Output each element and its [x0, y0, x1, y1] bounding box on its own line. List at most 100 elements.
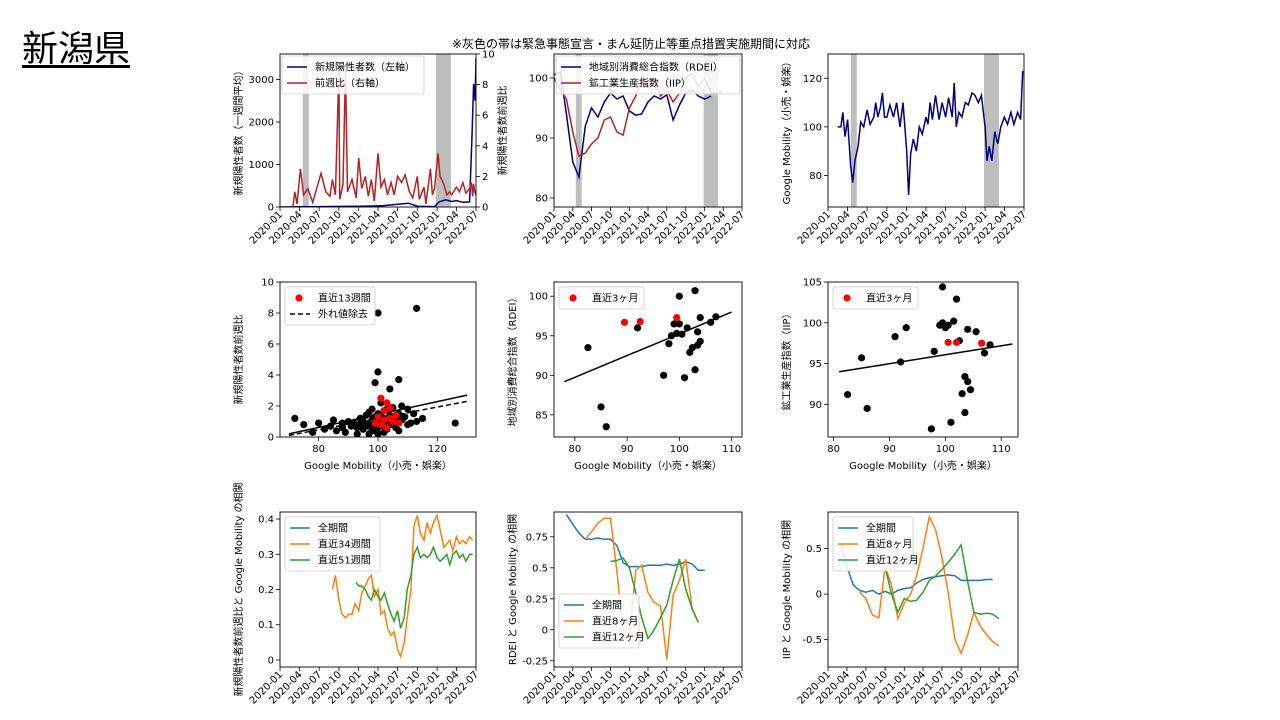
p4-series-0-point-56 [395, 427, 403, 435]
p6-ylabel: 鉱工業生産指数（IIP） [780, 309, 793, 411]
p5-ytick-label-1: 90 [535, 371, 548, 382]
p6-series-0-point-2 [863, 404, 871, 413]
p8-ytick-label-2: 0.25 [526, 594, 548, 605]
p5-series-0-point-5 [665, 340, 673, 348]
p1-ytick-right-label-4: 8 [482, 80, 488, 91]
p6-series-0-point-7 [930, 347, 938, 355]
p6-series-0-point-18 [961, 408, 969, 417]
p8-series-0-line [565, 514, 705, 572]
p8-legend-label-1: 直近8ヶ月 [592, 615, 638, 628]
p1-ytick-label-3: 3000 [249, 75, 274, 86]
p5-legend-box [558, 286, 645, 310]
p5-legend-label-0: 直近3ヶ月 [592, 292, 638, 305]
p5-xlabel: Google Mobility（小売・娯楽） [574, 459, 722, 472]
p8-ylabel: RDEI と Google Mobility の相関 [506, 514, 519, 665]
p4-series-0-point-6 [329, 416, 338, 424]
p4-series-1-point-3 [377, 394, 385, 402]
p6-series-1-point-1 [952, 338, 961, 346]
p5-series-0-point-18 [694, 328, 702, 336]
slide-title: 新潟県 [22, 29, 131, 70]
p5-series-0-point-9 [675, 292, 683, 300]
p4-legend-marker-0 [295, 294, 303, 302]
p6-series-1-point-2 [978, 339, 986, 347]
p1-ytick-label-2: 2000 [249, 118, 274, 129]
p1-ytick-right-label-3: 6 [482, 111, 488, 122]
p9-series-2-line [884, 542, 1000, 620]
p1-ylabel-right: 新規陽性者数前週比 [496, 86, 509, 176]
p4-series-1-point-7 [383, 424, 391, 432]
p3-shade-1 [984, 54, 999, 207]
p4-series-0-point-58 [398, 402, 406, 410]
p5-series-1-point-1 [636, 317, 644, 326]
p1-ytick-right-label-2: 4 [482, 141, 488, 152]
p4-series-1-point-5 [380, 416, 388, 424]
p2-legend-box [555, 55, 741, 95]
p6-xtick-label-0: 80 [827, 444, 840, 455]
p4-series-0-point-5 [326, 422, 335, 430]
p6-series-0-point-23 [972, 328, 980, 336]
p1-ytick-right-label-1: 2 [482, 172, 488, 183]
p7-ylabel: 新規陽性者数前週比と Google Mobility の相関 [232, 482, 245, 696]
p4-series-0-point-62 [407, 419, 415, 427]
p5-xtick-label-3: 110 [722, 444, 741, 455]
p9-ylabel: IIP と Google Mobility の相関 [780, 520, 793, 659]
p6-legend-label-0: 直近3ヶ月 [866, 292, 912, 305]
p6-ytick-label-3: 105 [803, 278, 822, 289]
p4-series-0-point-7 [332, 427, 341, 435]
p4-xtick-label-2: 120 [428, 444, 447, 455]
p4-legend-box [284, 286, 376, 326]
p9-ytick-label-1: 0 [816, 590, 822, 601]
p5-frame [553, 281, 743, 438]
p5-ytick-label-0: 85 [535, 410, 548, 421]
p9-ytick-label-0: -0.5 [802, 635, 822, 646]
p6-series-0-point-1 [857, 354, 866, 362]
p5-series-0-point-22 [707, 318, 715, 326]
p6-fit-line-0 [839, 343, 1013, 373]
p5-ytick-label-2: 95 [535, 331, 548, 342]
p6-series-0-point-5 [902, 324, 910, 332]
p8-ytick-label-4: 0.75 [526, 532, 548, 543]
p5-series-0-point-1 [597, 403, 605, 411]
p3-ytick-label-2: 120 [803, 74, 822, 85]
p6-legend-marker-0 [843, 294, 851, 302]
p4-ytick-label-5: 10 [261, 278, 274, 289]
p1-series-1-line [292, 69, 476, 207]
p6-series-0-point-22 [966, 386, 975, 394]
p8-legend-label-2: 直近12ヶ月 [592, 631, 645, 644]
p6-series-0-point-6 [927, 425, 935, 433]
p9-ytick-label-2: 0.5 [806, 544, 822, 555]
p2-ytick-label-1: 90 [535, 134, 548, 145]
p6-series-0-point-13 [947, 418, 955, 426]
p3-shade-0 [850, 54, 857, 207]
p4-xlabel: Google Mobility（小売・娯楽） [304, 459, 452, 472]
p4-ylabel: 新規陽性者数前週比 [232, 315, 245, 405]
p5-series-0-point-12 [680, 374, 689, 382]
p5-xtick-label-1: 90 [621, 444, 634, 455]
p5-xtick-label-2: 100 [670, 444, 689, 455]
p6-series-0-point-15 [952, 295, 961, 303]
p4-series-0-point-63 [410, 410, 418, 418]
p6-series-0-point-21 [964, 325, 972, 333]
p8-ytick-label-1: 0 [542, 625, 548, 636]
p9-legend-label-1: 直近8ヶ月 [866, 538, 912, 551]
p7-legend-label-1: 直近34週間 [318, 538, 371, 551]
p6-series-0-point-3 [891, 333, 899, 341]
p9-legend-label-0: 全期間 [866, 522, 896, 535]
p6-ytick-label-0: 90 [809, 400, 822, 411]
p4-ytick-label-1: 2 [268, 402, 274, 413]
p6-xtick-label-1: 90 [883, 444, 896, 455]
p4-series-1-point-10 [389, 417, 397, 426]
p5-series-0-point-7 [670, 320, 678, 328]
p1-ytick-label-1: 1000 [249, 160, 274, 171]
p5-fit-line-0 [564, 311, 732, 383]
p4-xtick-label-0: 80 [312, 444, 325, 455]
p5-series-0-point-2 [602, 423, 610, 431]
p6-series-0-point-20 [964, 377, 972, 386]
p5-series-0-point-4 [660, 371, 668, 379]
p4-legend-label-0: 直近13週間 [318, 292, 371, 305]
p4-ytick-label-4: 8 [268, 309, 274, 320]
p4-series-1-point-12 [395, 419, 403, 427]
p5-xtick-label-0: 80 [569, 444, 582, 455]
p6-legend-box [832, 286, 919, 310]
p6-xlabel: Google Mobility（小売・娯楽） [849, 459, 997, 472]
